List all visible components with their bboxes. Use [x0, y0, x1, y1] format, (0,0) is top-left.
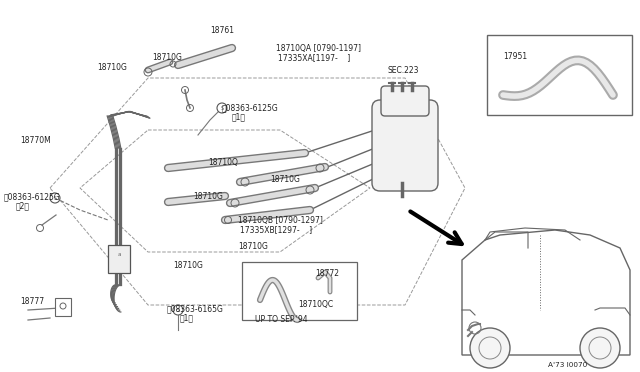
Text: S: S [53, 196, 56, 201]
Circle shape [580, 328, 620, 368]
Text: 18777: 18777 [20, 297, 44, 306]
Circle shape [217, 103, 227, 113]
Text: 18710G: 18710G [193, 192, 223, 201]
Text: a: a [117, 253, 121, 257]
Text: 18710G: 18710G [173, 261, 203, 270]
Text: 18770M: 18770M [20, 136, 51, 145]
FancyBboxPatch shape [381, 86, 429, 116]
Text: 18710G: 18710G [97, 63, 127, 72]
Circle shape [470, 328, 510, 368]
Circle shape [50, 193, 60, 203]
Text: 18710QC: 18710QC [298, 300, 333, 309]
Text: 18710QB [0790-1297]: 18710QB [0790-1297] [238, 216, 323, 225]
Text: 18710G: 18710G [152, 53, 182, 62]
Bar [55, 298, 71, 316]
Text: （1）: （1） [232, 112, 246, 121]
Text: Ⓝ08363-6125G: Ⓝ08363-6125G [4, 192, 61, 201]
Text: Ⓝ08363-6125G: Ⓝ08363-6125G [222, 103, 279, 112]
Text: 18710Q: 18710Q [208, 158, 238, 167]
Text: UP TO SEP.'94: UP TO SEP.'94 [255, 315, 308, 324]
Text: 18710G: 18710G [238, 242, 268, 251]
Text: （2）: （2） [16, 201, 30, 210]
Bar [242, 262, 357, 320]
Text: SEC.223: SEC.223 [388, 66, 419, 75]
Text: Ⓝ08363-6165G: Ⓝ08363-6165G [167, 304, 224, 313]
Text: （1）: （1） [180, 313, 194, 322]
Text: S: S [220, 106, 223, 110]
Text: 18710G: 18710G [270, 175, 300, 184]
Text: 18710QA [0790-1197]: 18710QA [0790-1197] [276, 44, 361, 53]
Text: A'73 I0070: A'73 I0070 [548, 362, 588, 368]
Text: 18761: 18761 [210, 26, 234, 35]
FancyBboxPatch shape [372, 100, 438, 191]
Text: 18772: 18772 [315, 269, 339, 278]
Text: S: S [177, 308, 180, 312]
Text: 17335XA[1197-    ]: 17335XA[1197- ] [278, 53, 350, 62]
Bar [108, 245, 130, 273]
Circle shape [173, 305, 183, 315]
Bar [487, 35, 632, 115]
Text: 17335XB[1297-    ]: 17335XB[1297- ] [240, 225, 312, 234]
Text: 17951: 17951 [503, 52, 527, 61]
